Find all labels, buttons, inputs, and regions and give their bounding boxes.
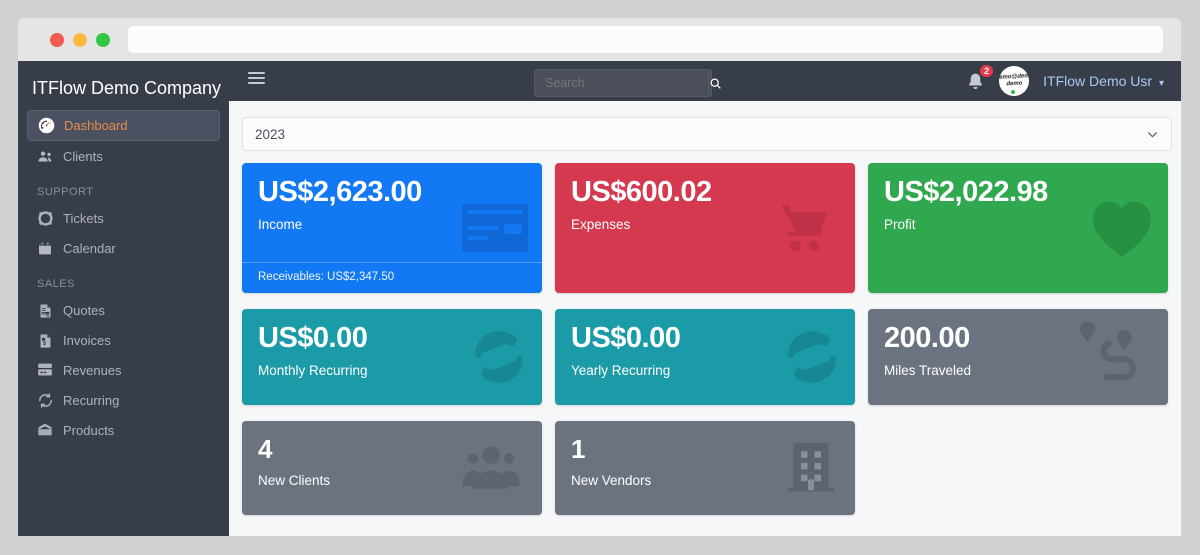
svg-text:$: $	[43, 340, 46, 346]
